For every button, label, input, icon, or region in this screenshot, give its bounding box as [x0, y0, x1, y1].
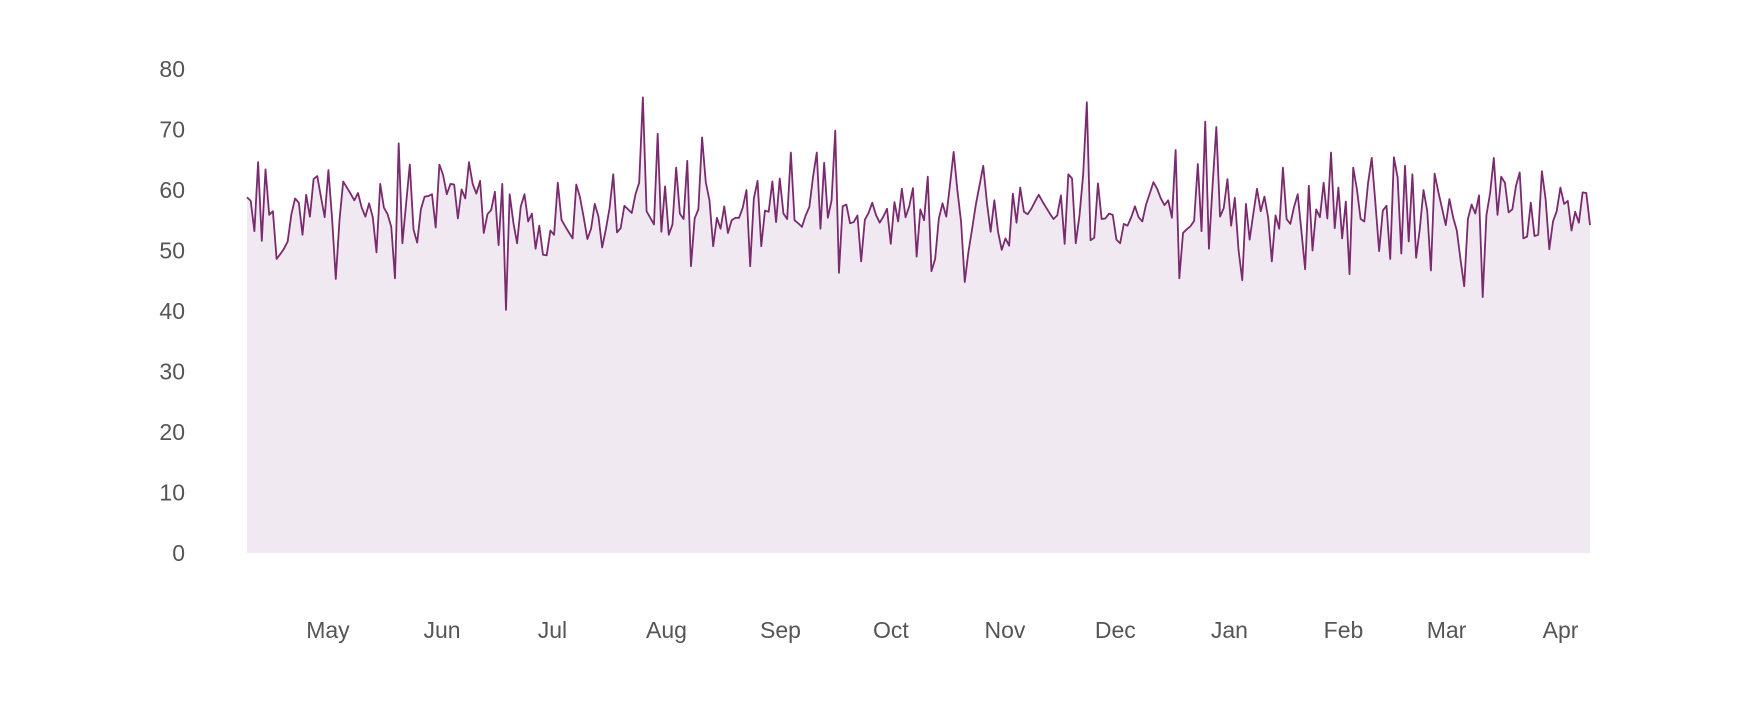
x-tick-label: Mar — [1427, 617, 1467, 643]
y-tick-label: 50 — [159, 238, 185, 264]
y-tick-label: 0 — [172, 540, 185, 566]
area-fill-layer — [247, 97, 1590, 553]
y-tick-label: 60 — [159, 177, 185, 203]
x-tick-label: Jul — [538, 617, 567, 643]
y-tick-label: 70 — [159, 117, 185, 143]
x-tick-label: Oct — [873, 617, 909, 643]
x-tick-label: Sep — [760, 617, 801, 643]
series-line-layer — [246, 96, 1591, 311]
y-tick-label: 40 — [159, 298, 185, 324]
x-tick-label: Dec — [1095, 617, 1136, 643]
series-area — [247, 97, 1590, 553]
x-tick-label: Jan — [1211, 617, 1248, 643]
x-tick-label: Jun — [423, 617, 460, 643]
y-tick-label: 20 — [159, 419, 185, 445]
x-tick-label: Nov — [985, 617, 1026, 643]
y-tick-label: 30 — [159, 359, 185, 385]
x-tick-label: Aug — [646, 617, 687, 643]
x-tick-label: Feb — [1324, 617, 1364, 643]
x-tick-label: May — [306, 617, 350, 643]
series-line — [246, 96, 1591, 311]
x-axis: May Jun Jul Aug Sep Oct Nov Dec Jan Feb Mar Apr — [306, 617, 1579, 643]
y-tick-label: 10 — [159, 480, 185, 506]
y-tick-label: 80 — [159, 56, 185, 82]
x-tick-label: Apr — [1543, 617, 1579, 643]
y-axis: 0 10 20 30 40 50 60 70 80 — [159, 56, 185, 566]
